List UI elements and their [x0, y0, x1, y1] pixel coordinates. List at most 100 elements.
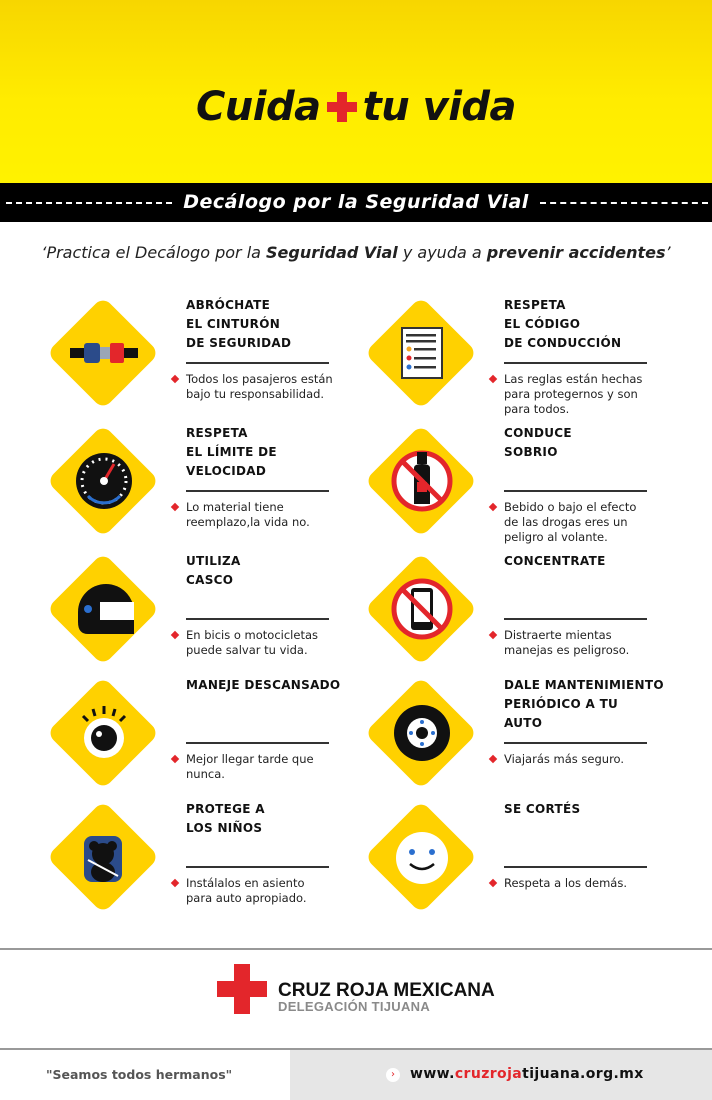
- red-bullet-icon: [488, 878, 498, 888]
- rule-item: RESPETA EL CÓDIGO DE CONDUCCIÓN Las reglas …: [364, 296, 696, 426]
- rule-underline: [504, 866, 647, 868]
- rule-item: ABRÓCHATE EL CINTURÓN DE SEGURIDAD Todos lo…: [46, 296, 378, 426]
- rule-item: UTILIZA CASCO En bicis o motocicletas puede…: [46, 552, 378, 682]
- rule-description-line: peligro al volante.: [504, 530, 608, 544]
- rule-description: Lo material tiene reemplazo,la vida no.: [186, 500, 356, 530]
- rule-description-line: Bebido o bajo el efecto: [504, 500, 637, 514]
- rule-item: CONCENTRATE Distraerte mientas manejas es …: [364, 552, 696, 682]
- rule-title-line: RESPETA: [186, 426, 248, 440]
- rule-title-line: DE SEGURIDAD: [186, 336, 292, 350]
- rule-title: ABRÓCHATE EL CINTURÓN DE SEGURIDAD: [186, 296, 376, 353]
- footer-divider: [0, 948, 712, 950]
- rule-title: DALE MANTENIMIENTO PERIÓDICO A TU AUTO: [504, 676, 694, 733]
- rule-description: Viajarás más seguro.: [504, 752, 674, 767]
- rule-description-line: para auto apropiado.: [186, 891, 307, 905]
- band-dash-right: [540, 202, 708, 204]
- title-cuida: Cuida: [195, 84, 321, 130]
- document-checklist-icon: [366, 296, 476, 410]
- rule-description: Las reglas están hechas para protegernos …: [504, 372, 674, 417]
- rule-title: RESPETA EL LÍMITE DE VELOCIDAD: [186, 424, 376, 481]
- rule-description-line: puede salvar tu vida.: [186, 643, 308, 657]
- rule-underline: [504, 490, 647, 492]
- motto-text: "Seamos todos hermanos": [46, 1067, 233, 1082]
- rule-title-line: CONDUCE: [504, 426, 572, 440]
- website-link[interactable]: www.cruzrojatijuana.org.mx: [410, 1066, 644, 1082]
- rule-title-line: VELOCIDAD: [186, 464, 267, 478]
- rule-title: UTILIZA CASCO: [186, 552, 376, 590]
- rule-title-line: ABRÓCHATE: [186, 298, 271, 312]
- rule-description-line: Viajarás más seguro.: [504, 752, 625, 766]
- rule-title-line: CONCENTRATE: [504, 554, 606, 568]
- rule-title-line: DE CONDUCCIÓN: [504, 336, 622, 350]
- rule-description: En bicis o motocicletas puede salvar tu v…: [186, 628, 356, 658]
- no-alcohol-icon: [366, 424, 476, 538]
- rule-underline: [504, 742, 647, 744]
- rule-description-line: Instálalos en asiento: [186, 876, 305, 890]
- rule-title-line: LOS NIÑOS: [186, 821, 263, 835]
- red-cross-icon: [326, 92, 357, 122]
- rule-item: PROTEGE A LOS NIÑOS Instálalos en asiento p…: [46, 800, 378, 930]
- rule-title: SE CORTÉS: [504, 800, 694, 819]
- rule-description-line: Lo material tiene: [186, 500, 284, 514]
- rule-item: MANEJE DESCANSADO Mejor llegar tarde que n…: [46, 676, 378, 806]
- main-title: Cuida tu vida: [0, 84, 712, 130]
- red-bullet-icon: [170, 754, 180, 764]
- red-bullet-icon: [170, 878, 180, 888]
- red-bullet-icon: [170, 502, 180, 512]
- no-phone-icon: [366, 552, 476, 666]
- rule-title: MANEJE DESCANSADO: [186, 676, 376, 695]
- cruz-roja-logo-icon: [217, 964, 267, 1014]
- rule-description-line: Todos los pasajeros están: [186, 372, 333, 386]
- helmet-icon: [48, 552, 158, 666]
- speedometer-icon: [48, 424, 158, 538]
- rule-item: CONDUCE SOBRIO Bebido o bajo el efecto de l…: [364, 424, 696, 554]
- rule-description: Mejor llegar tarde que nunca.: [186, 752, 356, 782]
- rule-description: Instálalos en asiento para auto apropiado…: [186, 876, 356, 906]
- rule-title-line: PROTEGE A: [186, 802, 265, 816]
- rule-underline: [186, 618, 329, 620]
- rule-underline: [186, 362, 329, 364]
- rule-description-line: bajo tu responsabilidad.: [186, 387, 325, 401]
- rule-item: SE CORTÉS Respeta a los demás.: [364, 800, 696, 930]
- red-bullet-icon: [170, 630, 180, 640]
- title-tu-vida: tu vida: [362, 84, 517, 130]
- rule-underline: [186, 742, 329, 744]
- rule-description-line: reemplazo,la vida no.: [186, 515, 310, 529]
- rule-description: Bebido o bajo el efecto de las drogas ere…: [504, 500, 674, 545]
- rule-title: CONDUCE SOBRIO: [504, 424, 694, 462]
- rule-title-line: EL CINTURÓN: [186, 317, 281, 331]
- rule-title-line: EL CÓDIGO: [504, 317, 581, 331]
- seatbelt-icon: [48, 296, 158, 410]
- rule-underline: [504, 618, 647, 620]
- rule-description-line: Mejor llegar tarde que: [186, 752, 314, 766]
- section-band: Decálogo por la Seguridad Vial: [0, 183, 712, 222]
- rule-underline: [186, 866, 329, 868]
- rule-title-line: PERIÓDICO A TU: [504, 697, 619, 711]
- rule-description-line: Distraerte mientas: [504, 628, 612, 642]
- red-bullet-icon: [170, 374, 180, 384]
- rule-item: DALE MANTENIMIENTO PERIÓDICO A TU AUTO Viaj…: [364, 676, 696, 806]
- eye-icon: [48, 676, 158, 790]
- rule-underline: [504, 362, 647, 364]
- rule-title: CONCENTRATE: [504, 552, 694, 571]
- header-banner: Cuida tu vida: [0, 0, 712, 183]
- rule-title-line: SE CORTÉS: [504, 802, 581, 816]
- rule-title: RESPETA EL CÓDIGO DE CONDUCCIÓN: [504, 296, 694, 353]
- child-seat-icon: [48, 800, 158, 914]
- tire-icon: [366, 676, 476, 790]
- rule-description-line: Respeta a los demás.: [504, 876, 627, 890]
- arrow-right-icon: ›: [386, 1068, 400, 1082]
- rule-underline: [186, 490, 329, 492]
- org-delegation: DELEGACIÓN TIJUANA: [278, 999, 431, 1014]
- band-dash-left: [6, 202, 172, 204]
- rule-item: RESPETA EL LÍMITE DE VELOCIDAD Lo material …: [46, 424, 378, 554]
- rule-description-line: Las reglas están hechas: [504, 372, 643, 386]
- rule-description-line: En bicis o motocicletas: [186, 628, 319, 642]
- rule-description: Todos los pasajeros están bajo tu respons…: [186, 372, 356, 402]
- rule-description-line: para todos.: [504, 402, 570, 416]
- website-box[interactable]: › www.cruzrojatijuana.org.mx: [290, 1050, 712, 1100]
- rule-title: PROTEGE A LOS NIÑOS: [186, 800, 376, 838]
- rule-title-line: MANEJE DESCANSADO: [186, 678, 341, 692]
- red-bullet-icon: [488, 502, 498, 512]
- rule-title-line: DALE MANTENIMIENTO: [504, 678, 664, 692]
